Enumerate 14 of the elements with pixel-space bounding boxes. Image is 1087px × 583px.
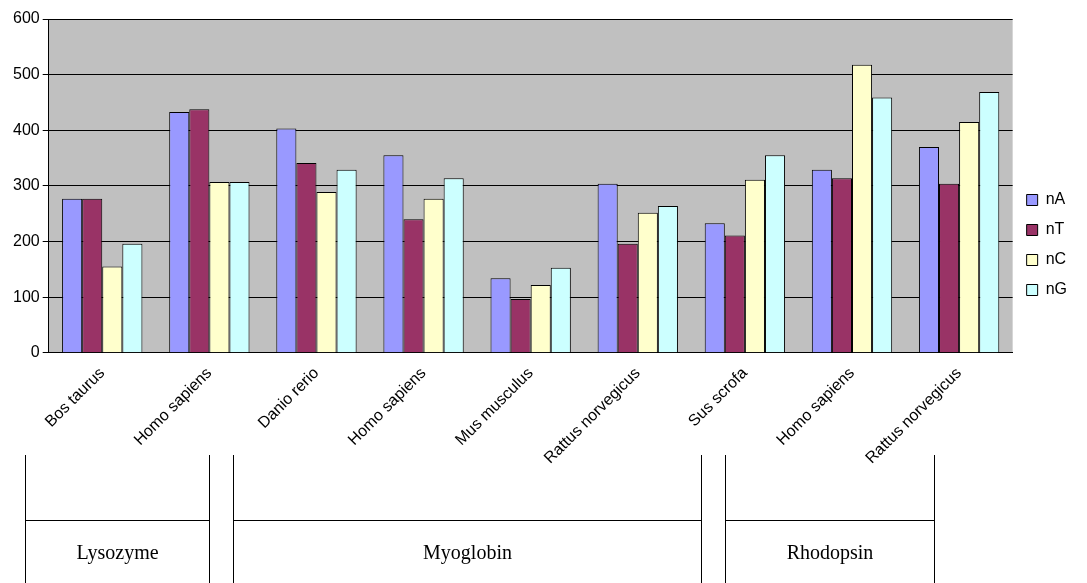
text: Lysozyme [26, 520, 209, 583]
y-tick-label: 500 [12, 65, 40, 83]
text: Rhodopsin [726, 520, 934, 583]
y-tick-label: 300 [12, 176, 40, 194]
y-tick-label: 100 [12, 287, 40, 305]
legend-label: nC [1045, 250, 1067, 268]
y-tick-label: 0 [30, 343, 40, 361]
y-tick-label: 200 [12, 231, 40, 249]
legend-label: nA [1045, 190, 1066, 208]
text: Myoglobin [234, 520, 701, 583]
legend-label: nG [1045, 280, 1067, 298]
y-tick-label: 600 [12, 9, 40, 27]
legend-label: nT [1045, 220, 1065, 238]
y-tick-label: 400 [12, 120, 40, 138]
